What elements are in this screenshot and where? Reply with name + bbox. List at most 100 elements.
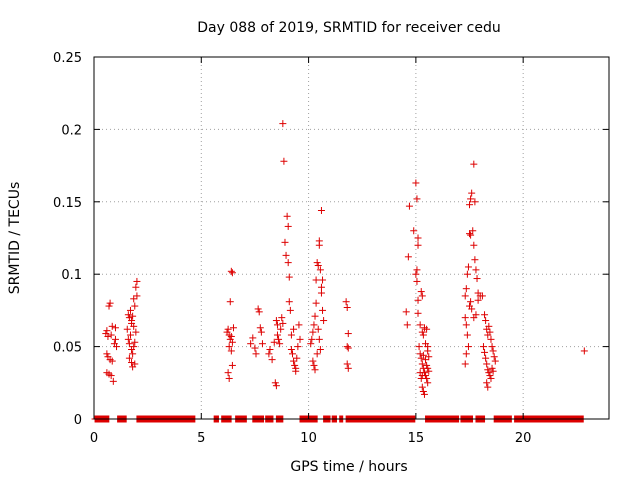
data-point: [224, 325, 232, 333]
x-tick-label: 0: [90, 431, 98, 446]
data-point: [109, 377, 117, 385]
data-point: [292, 364, 300, 372]
data-point: [125, 340, 133, 348]
data-point: [490, 353, 498, 361]
data-point: [295, 321, 303, 329]
data-point: [481, 311, 489, 319]
y-tick-label: 0.2: [61, 123, 82, 138]
data-point: [487, 374, 495, 382]
data-point: [463, 270, 471, 278]
data-point: [343, 343, 351, 351]
chart-title: Day 088 of 2019, SRMTID for receiver ced…: [197, 20, 500, 36]
y-tick-label: 0.1: [61, 268, 82, 283]
data-point: [294, 343, 302, 351]
data-point: [473, 275, 481, 283]
data-point: [317, 283, 325, 291]
data-point: [128, 359, 136, 367]
data-point: [111, 335, 119, 343]
data-point: [316, 266, 324, 274]
data-point: [461, 360, 469, 368]
data-point: [279, 319, 287, 327]
data-point: [285, 298, 293, 306]
data-point: [310, 321, 318, 329]
data-point: [486, 372, 494, 380]
data-point: [311, 312, 319, 320]
data-point: [413, 277, 421, 285]
y-tick-label: 0: [74, 413, 82, 428]
data-point: [124, 311, 132, 319]
data-point: [487, 335, 495, 343]
data-point: [317, 206, 325, 214]
data-point: [462, 321, 470, 329]
data-point: [128, 317, 136, 325]
data-point: [276, 340, 284, 348]
data-point: [464, 263, 472, 271]
data-point: [273, 331, 281, 339]
data-point: [414, 296, 422, 304]
data-point: [425, 367, 433, 375]
data-point: [466, 230, 474, 238]
data-point: [483, 379, 491, 387]
data-point: [467, 231, 475, 239]
data-point: [419, 331, 427, 339]
data-point: [469, 227, 477, 235]
data-point: [468, 189, 476, 197]
data-point: [288, 350, 296, 358]
data-point: [131, 338, 139, 346]
data-points: [102, 120, 588, 398]
data-point: [281, 238, 289, 246]
data-point: [293, 354, 301, 362]
data-point: [228, 361, 236, 369]
data-point: [316, 345, 324, 353]
data-point: [272, 382, 280, 390]
data-point: [414, 234, 422, 242]
data-point: [424, 379, 432, 387]
data-point: [463, 331, 471, 339]
data-point: [265, 350, 273, 358]
data-point: [488, 343, 496, 351]
data-point: [104, 332, 112, 340]
y-tick-label: 0.25: [53, 51, 82, 66]
data-point: [283, 212, 291, 220]
data-point: [285, 273, 293, 281]
data-point: [279, 120, 287, 128]
data-point: [468, 305, 476, 313]
data-point: [296, 335, 304, 343]
data-point: [413, 195, 421, 203]
data-point: [129, 350, 137, 358]
data-point: [227, 347, 235, 355]
data-point: [344, 364, 352, 372]
data-point: [488, 364, 496, 372]
data-point: [472, 266, 480, 274]
data-point: [420, 390, 428, 398]
data-point: [227, 267, 235, 275]
data-point: [425, 353, 433, 361]
data-point: [312, 276, 320, 284]
x-axis-title: GPS time / hours: [290, 459, 407, 475]
data-point: [258, 340, 266, 348]
data-point: [312, 299, 320, 307]
data-point: [479, 343, 487, 351]
data-point: [310, 361, 318, 369]
data-point: [103, 350, 111, 358]
data-point: [481, 348, 489, 356]
data-point: [282, 251, 290, 259]
data-point: [343, 360, 351, 368]
data-point: [278, 314, 286, 322]
data-point: [131, 302, 139, 310]
data-point: [403, 321, 411, 329]
data-point: [489, 367, 497, 375]
data-point: [284, 222, 292, 230]
data-point: [415, 343, 423, 351]
x-tick-label: 5: [197, 431, 205, 446]
data-point: [284, 259, 292, 267]
y-axis-title: SRMTID / TECUs: [7, 182, 23, 295]
data-point: [486, 328, 494, 336]
data-point: [418, 328, 426, 336]
data-point: [410, 227, 418, 235]
data-point: [489, 347, 497, 355]
data-point: [228, 269, 236, 277]
data-point: [270, 338, 278, 346]
